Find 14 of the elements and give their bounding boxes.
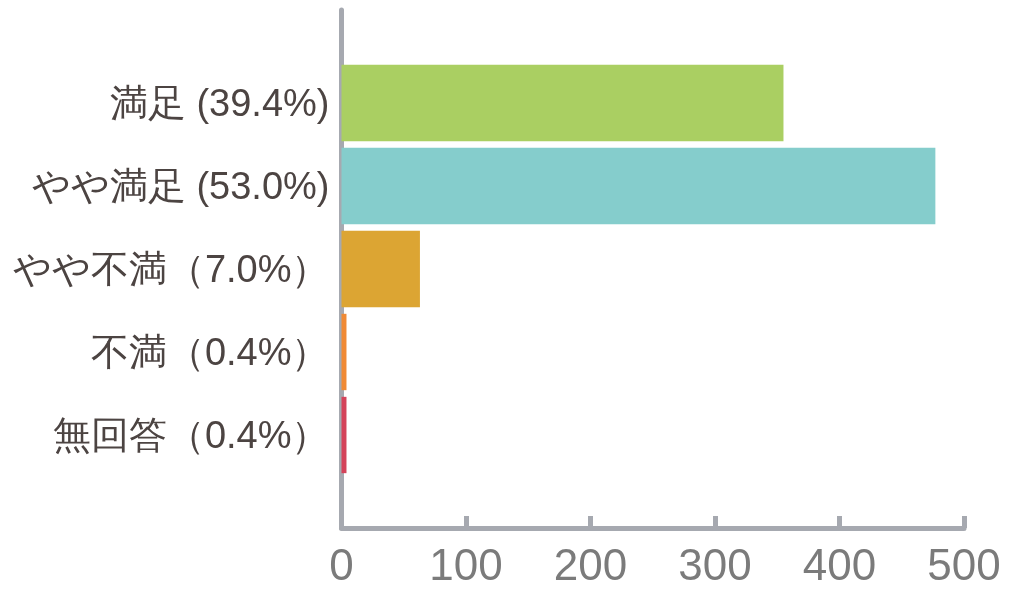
bar: [341, 64, 784, 142]
bar: [341, 230, 420, 308]
y-tick-label: 無回答（0.4%）: [52, 414, 330, 456]
x-tick-label: 500: [927, 539, 1001, 589]
x-tick-label: 0: [329, 539, 354, 589]
x-tick-label: 200: [553, 539, 628, 589]
x-tick-label: 400: [802, 539, 877, 589]
y-tick-label: やや満足 (53.0%): [31, 165, 330, 207]
x-tick-label: 300: [678, 539, 752, 589]
bar: [341, 147, 936, 225]
x-tick-label: 100: [429, 539, 503, 589]
y-tick-label: 満足 (39.4%): [109, 82, 330, 124]
y-tick-label: 不満（0.4%）: [90, 331, 330, 373]
y-tick-label: やや不満（7.0%）: [12, 248, 330, 290]
